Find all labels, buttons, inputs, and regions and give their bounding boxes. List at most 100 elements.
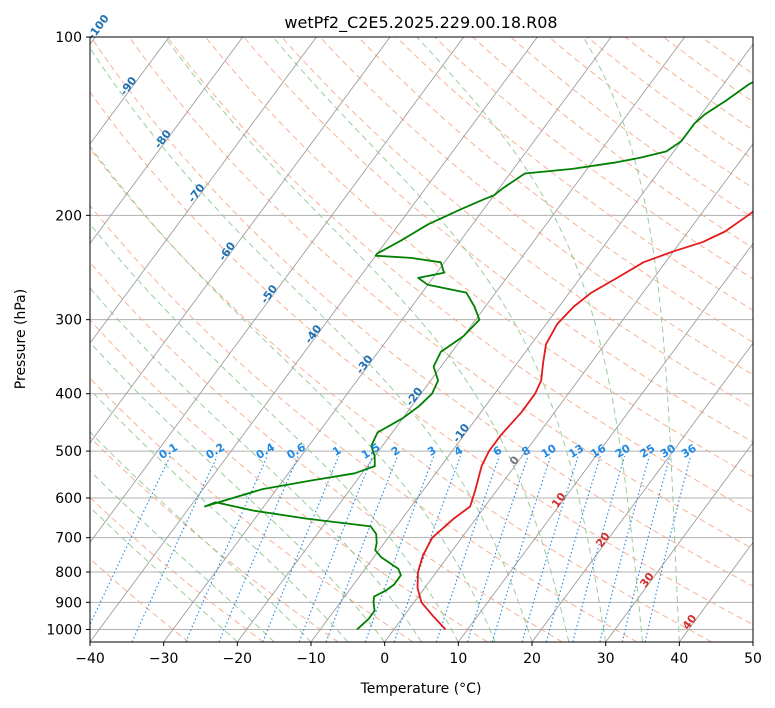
x-tick-label: −10 xyxy=(296,651,326,667)
mixing-ratio-label: 0.2 xyxy=(204,441,227,462)
mixing-ratio-label: 10 xyxy=(539,441,559,460)
dry-adiabat xyxy=(357,37,753,343)
dry-adiabat xyxy=(90,319,488,642)
mixing-ratio-label: 30 xyxy=(658,441,678,460)
isotherm-label: -80 xyxy=(152,127,174,151)
isotherm-line xyxy=(678,541,753,642)
moist-adiabat xyxy=(90,506,238,642)
isotherm-label: -90 xyxy=(117,74,139,98)
dry-adiabat xyxy=(90,261,563,642)
profile-series xyxy=(204,81,753,631)
mixing-ratio-label: 0.1 xyxy=(157,441,180,462)
x-tick-label: 30 xyxy=(597,651,615,667)
dry-adiabat xyxy=(90,37,753,587)
moist-adiabat xyxy=(90,470,275,642)
mixing-ratio-line xyxy=(521,456,579,642)
dry-adiabat xyxy=(90,377,414,642)
y-tick-label: 500 xyxy=(55,444,82,460)
x-tick-label: −40 xyxy=(75,651,105,667)
y-tick-label: 200 xyxy=(55,208,82,224)
isotherm-label: -60 xyxy=(216,239,238,263)
x-tick-label: 40 xyxy=(670,651,688,667)
y-axis-ticks: 1000 900 800 700 600 500 400 300 200 100 xyxy=(46,30,90,638)
mixing-ratio-line xyxy=(491,456,552,642)
isotherm-line xyxy=(605,442,753,642)
y-tick-label: 1000 xyxy=(46,622,82,638)
isotherm-line xyxy=(236,37,686,642)
isotherm-label: -50 xyxy=(258,282,280,306)
isotherm-label: 30 xyxy=(637,570,657,590)
dry-adiabat xyxy=(90,147,712,642)
moist-adiabat xyxy=(90,389,349,642)
isotherm-line xyxy=(90,37,170,145)
moist-adiabat xyxy=(90,223,459,642)
y-tick-label: 900 xyxy=(55,595,82,611)
isotherm-label: -40 xyxy=(302,322,324,346)
dry-adiabat xyxy=(90,436,339,642)
moist-adiabat xyxy=(272,37,607,642)
x-tick-label: −30 xyxy=(149,651,179,667)
isotherm-label: 0 xyxy=(507,453,522,467)
y-tick-label: 400 xyxy=(55,387,82,403)
mixing-ratio-label: 13 xyxy=(566,442,586,461)
isotherm-line xyxy=(90,37,391,444)
moist-adiabats xyxy=(90,37,680,642)
isotherm-line xyxy=(531,342,753,642)
moist-adiabat xyxy=(164,37,570,642)
isotherm-label: 20 xyxy=(593,530,613,550)
y-tick-label: 800 xyxy=(55,565,82,581)
isotherm-label: -10 xyxy=(450,421,472,445)
x-axis-label: Temperature (°C) xyxy=(360,681,482,697)
dry-adiabat xyxy=(663,37,753,103)
isotherm-line xyxy=(90,37,317,344)
mixing-ratio-line xyxy=(325,455,399,642)
isotherm-line xyxy=(752,641,753,642)
dry-adiabat xyxy=(281,37,753,409)
dry-adiabat xyxy=(395,37,753,311)
dry-adiabat xyxy=(548,37,753,189)
isotherm-line xyxy=(384,143,753,642)
mixing-ratio-line xyxy=(466,456,529,642)
dry-adiabat xyxy=(90,91,753,626)
dry-adiabat xyxy=(510,37,753,219)
mixing-ratio-label: 16 xyxy=(589,441,609,460)
dry-adiabat xyxy=(128,37,753,550)
mixing-ratio-line xyxy=(364,456,435,642)
dewpoint-profile-line xyxy=(204,81,753,631)
dry-adiabat xyxy=(701,37,753,75)
mixing-ratio-line xyxy=(90,455,171,626)
mixing-ratio-line xyxy=(644,456,692,642)
mixing-ratio-lines xyxy=(90,455,692,642)
moist-adiabat xyxy=(582,37,680,642)
mixing-ratio-line xyxy=(131,455,218,642)
mixing-ratio-label: 36 xyxy=(679,441,699,460)
isotherm-line xyxy=(163,37,612,642)
mixing-ratio-line xyxy=(435,456,500,642)
mixing-ratio-label: 0.4 xyxy=(254,440,278,462)
moist-adiabat xyxy=(416,37,643,642)
mixing-ratio-label: 20 xyxy=(613,441,633,460)
dry-adiabat xyxy=(586,37,753,160)
dry-adiabat xyxy=(167,37,753,514)
isotherm-label: -100 xyxy=(85,12,112,42)
mixing-ratio-line xyxy=(621,456,671,642)
mixing-ratio-line xyxy=(545,456,601,642)
y-tick-label: 300 xyxy=(55,313,82,329)
moist-adiabat xyxy=(90,47,533,642)
mixing-ratio-label: 1.5 xyxy=(359,441,382,462)
chart-title: wetPf2_C2E5.2025.229.00.18.R08 xyxy=(284,13,557,33)
x-tick-label: 0 xyxy=(380,651,389,667)
x-tick-label: −20 xyxy=(223,651,253,667)
isotherm-line xyxy=(90,37,538,642)
dry-adiabat xyxy=(90,204,638,642)
y-tick-label: 700 xyxy=(55,531,82,547)
isotherm-label: -30 xyxy=(353,352,375,376)
y-axis-label: Pressure (hPa) xyxy=(13,289,29,389)
x-tick-label: 50 xyxy=(744,651,762,667)
isotherm-label: -70 xyxy=(185,181,207,205)
dry-adiabat xyxy=(205,37,753,478)
x-tick-label: 20 xyxy=(523,651,541,667)
mixing-ratio-line xyxy=(572,456,626,642)
moist-adiabat xyxy=(90,341,386,642)
